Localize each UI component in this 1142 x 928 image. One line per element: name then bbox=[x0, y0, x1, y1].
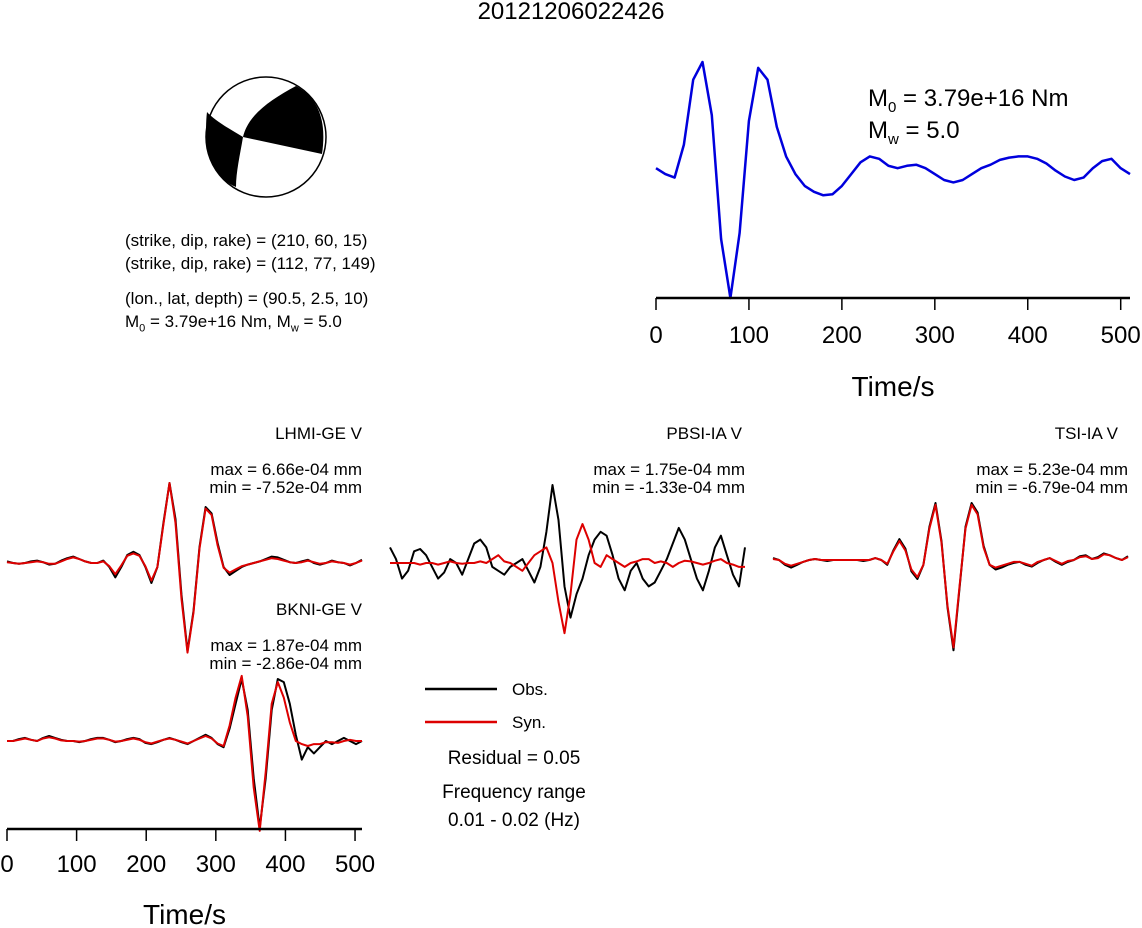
bkni-obs-trace bbox=[7, 678, 363, 829]
plot-title: 20121206022426 bbox=[477, 0, 665, 25]
station-name-bkni: BKNI-GE V bbox=[276, 600, 362, 619]
station-min-pbsi: min = -1.33e-04 mm bbox=[592, 478, 745, 497]
stf-tick-label: 500 bbox=[1101, 322, 1141, 349]
station-min-tsi: min = -6.79e-04 mm bbox=[975, 478, 1128, 497]
bkni-tick-label: 200 bbox=[126, 851, 166, 878]
plane1-text: (strike, dip, rake) = (210, 60, 15) bbox=[125, 231, 368, 250]
legend-syn-label: Syn. bbox=[512, 713, 547, 732]
stf-m0-label: M0 = 3.79e+16 Nm bbox=[868, 85, 1069, 116]
bkni-tick-label: 500 bbox=[335, 851, 375, 878]
freq-value: 0.01 - 0.02 (Hz) bbox=[448, 810, 580, 831]
freq-label: Frequency range bbox=[442, 782, 586, 803]
beachball bbox=[205, 76, 327, 198]
lhmi-syn-trace bbox=[6, 482, 363, 654]
bkni-tick-label: 0 bbox=[0, 851, 13, 878]
station-min-lhmi: min = -7.52e-04 mm bbox=[209, 478, 362, 497]
bkni-tick-label: 300 bbox=[196, 851, 236, 878]
bkni-tick-label: 400 bbox=[265, 851, 305, 878]
station-name-pbsi: PBSI-IA V bbox=[666, 424, 742, 443]
station-min-bkni: min = -2.86e-04 mm bbox=[209, 654, 362, 673]
stf-tick-label: 400 bbox=[1008, 322, 1048, 349]
stf-axis-title: Time/s bbox=[852, 371, 935, 402]
stf-tick-label: 200 bbox=[822, 322, 862, 349]
location-text: (lon., lat, depth) = (90.5, 2.5, 10) bbox=[125, 289, 369, 308]
plane2-text: (strike, dip, rake) = (112, 77, 149) bbox=[125, 254, 376, 273]
stf-tick-label: 0 bbox=[649, 322, 662, 349]
tsi-syn-trace bbox=[772, 503, 1129, 649]
bkni-tick-label: 100 bbox=[57, 851, 97, 878]
station-max-bkni: max = 1.87e-04 mm bbox=[210, 636, 362, 655]
moment-text: M0 = 3.79e+16 Nm, Mw = 5.0 bbox=[125, 312, 342, 335]
stf-tick-label: 300 bbox=[915, 322, 955, 349]
pbsi-syn-trace bbox=[390, 523, 745, 635]
station-max-lhmi: max = 6.66e-04 mm bbox=[210, 460, 362, 479]
pbsi-obs-trace bbox=[389, 484, 746, 619]
stf-line bbox=[655, 60, 1131, 300]
station-name-lhmi: LHMI-GE V bbox=[275, 424, 362, 443]
station-max-tsi: max = 5.23e-04 mm bbox=[976, 460, 1128, 479]
station-name-tsi: TSI-IA V bbox=[1054, 424, 1118, 443]
bkni-axis-title: Time/s bbox=[143, 899, 226, 928]
legend-obs-label: Obs. bbox=[512, 680, 548, 699]
station-max-pbsi: max = 1.75e-04 mm bbox=[593, 460, 745, 479]
stf-mw-label: Mw = 5.0 bbox=[868, 117, 960, 148]
residual-text: Residual = 0.05 bbox=[447, 748, 581, 769]
stf-tick-label: 100 bbox=[729, 322, 769, 349]
bkni-syn-trace bbox=[7, 674, 362, 832]
